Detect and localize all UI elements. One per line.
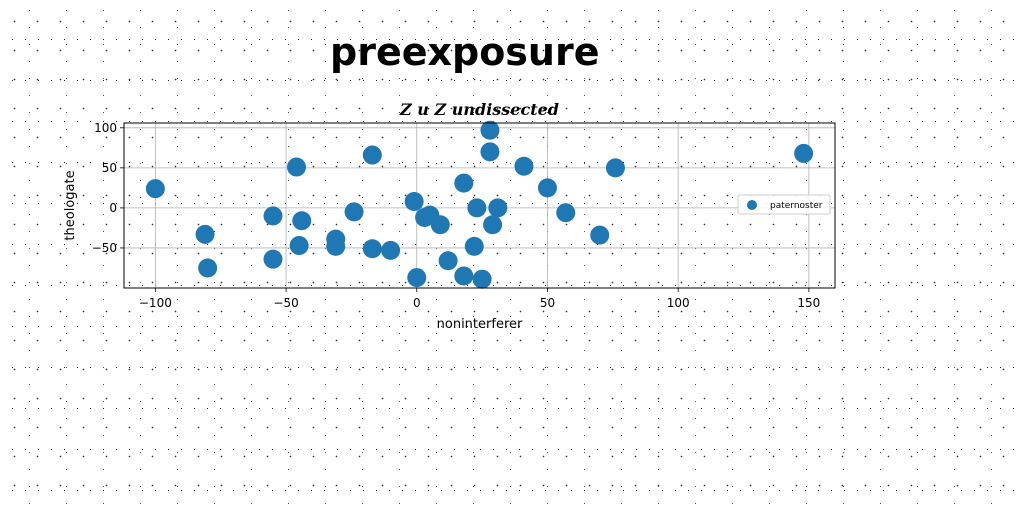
axis-ticks: −100 −50 0 50 100 150 100 50 0 −50 — [92, 121, 821, 310]
x-tick-label: 150 — [797, 296, 820, 310]
data-point — [198, 258, 218, 278]
x-axis-label: noninterferer — [437, 317, 523, 332]
data-point — [145, 179, 165, 199]
data-point — [454, 173, 474, 193]
data-point — [404, 191, 424, 211]
y-tick-label: 100 — [94, 121, 117, 135]
data-point — [438, 251, 458, 271]
chart-title: Z u Z undissected — [399, 100, 559, 119]
data-point — [514, 156, 534, 176]
data-point — [464, 236, 484, 256]
y-axis-label: theologate — [63, 170, 78, 240]
data-point — [263, 249, 283, 269]
data-point — [590, 225, 610, 245]
legend-box — [737, 194, 831, 215]
data-point — [537, 178, 557, 198]
data-points — [145, 120, 814, 289]
x-tick-label: 100 — [667, 296, 690, 310]
data-point — [480, 120, 500, 140]
plot-frame — [123, 122, 836, 289]
data-point — [605, 158, 625, 178]
x-tick-label: 0 — [413, 296, 421, 310]
data-point — [794, 143, 814, 163]
data-point — [344, 202, 364, 222]
page-title: preexposure — [330, 30, 600, 74]
data-point — [289, 236, 309, 256]
data-point — [488, 198, 508, 218]
data-point — [430, 215, 450, 235]
data-point — [454, 266, 474, 286]
legend: paternoster — [737, 194, 831, 215]
data-point — [556, 203, 576, 223]
data-point — [287, 157, 307, 177]
legend-marker — [747, 200, 757, 210]
y-tick-label: 50 — [102, 161, 117, 175]
data-point — [381, 240, 401, 260]
y-tick-label: −50 — [92, 241, 117, 255]
y-tick-label: 0 — [109, 201, 117, 215]
legend-label: paternoster — [770, 201, 823, 211]
data-point — [467, 198, 487, 218]
data-point — [195, 224, 215, 244]
data-point — [472, 269, 492, 289]
data-point — [326, 236, 346, 256]
data-point — [263, 206, 283, 226]
x-tick-label: −100 — [139, 296, 172, 310]
data-point — [480, 142, 500, 162]
data-point — [483, 215, 503, 235]
x-tick-label: −50 — [273, 296, 298, 310]
data-point — [292, 211, 312, 231]
x-tick-label: 50 — [540, 296, 555, 310]
data-point — [407, 268, 427, 288]
data-point — [362, 145, 382, 165]
data-point — [362, 239, 382, 259]
